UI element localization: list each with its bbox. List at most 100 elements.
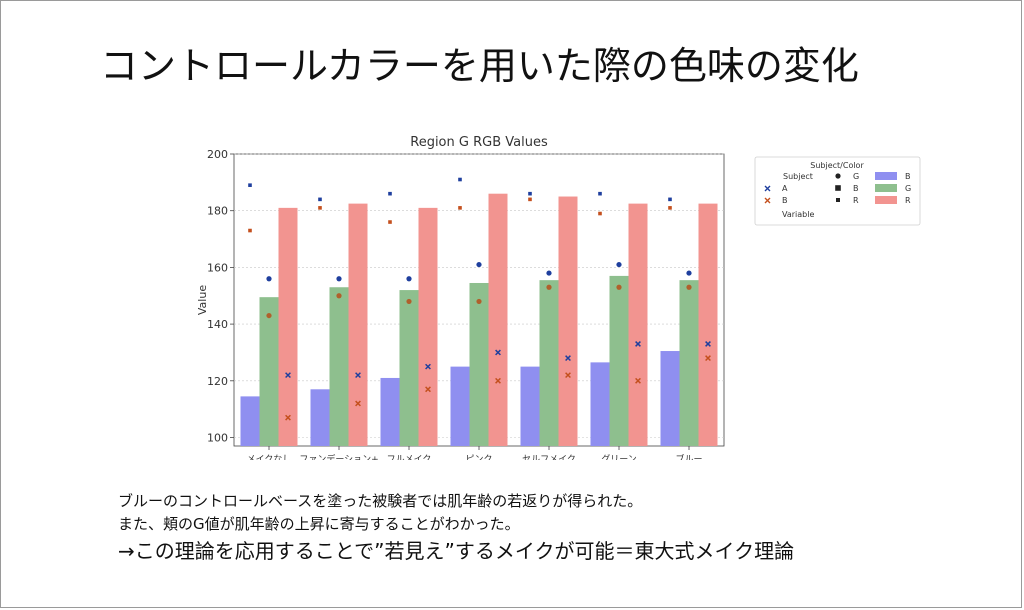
bar-r [628,203,648,446]
bar-r [488,193,508,446]
bar-g [609,275,629,446]
point-a-g [476,261,482,268]
point-a-b [668,197,672,202]
legend-bar-swatch [875,184,897,192]
bar-g [329,287,349,446]
point-a-b [458,177,462,182]
y-axis-label: Value [196,285,209,315]
bar-b [520,366,540,446]
point-a-r [425,363,431,370]
y-tick-label: 120 [207,375,228,388]
x-tick-label: ファンデーション+ [299,453,378,460]
point-b-r [565,372,571,379]
x-tick-label: グリーン [601,453,637,460]
point-b-b [318,206,322,210]
point-b-b [528,197,532,202]
legend-subject-header: Subject [783,172,813,181]
legend-small-square-marker [836,198,840,202]
point-b-g [616,284,622,290]
rgb-bar-chart: 100 120 140 160 180 200 Region G RGB Values Val… [196,135,921,460]
x-tick-label: ブルー [675,453,702,460]
point-b-r [425,386,431,393]
point-b-b [598,211,602,216]
slide-title: コントロールカラーを用いた際の色味の変化 [100,44,859,88]
point-a-r [635,341,641,347]
point-b-g [266,312,272,319]
bar-g [539,280,559,446]
point-b-g [546,284,552,290]
legend-square-marker [835,185,841,191]
legend-marker-label: R [853,196,859,205]
point-a-r [705,341,711,347]
point-a-b [388,191,392,196]
body-text-line-3: →この理論を応用することで”若見え”するメイクが可能＝東大式メイク理論 [118,539,795,563]
point-a-g [546,270,552,276]
point-a-g [406,276,412,282]
point-a-r [355,372,361,379]
point-a-r [565,355,571,362]
legend-x-marker [764,197,771,204]
legend-bar-swatch [875,172,897,180]
chart-title: Region G RGB Values [410,135,548,150]
body-text-line-2: また、頬のG値が肌年齢の上昇に寄与することがわかった。 [118,515,520,533]
point-a-r [495,349,501,356]
legend-marker-label: G [853,172,859,181]
legend-bar-swatch [875,196,897,204]
x-tick-label: フルメイク [387,454,432,460]
bar-b [240,396,260,446]
point-b-b [458,206,462,210]
point-b-r [705,355,711,362]
bar-r [698,203,718,446]
bar-r [558,196,578,446]
bar-b [590,362,610,446]
point-b-r [495,377,501,384]
legend-bar-label: B [905,172,911,181]
bar-r [348,203,368,446]
legend-subject-label: A [782,184,788,193]
bar-g [399,290,419,446]
y-tick-label: 140 [207,318,228,331]
x-tick-label: セルフメイク [522,454,576,460]
body-text-line-1: ブルーのコントロールベースを塗った被験者では肌年齢の若返りが得られた。 [118,492,643,510]
point-b-b [388,220,392,224]
point-b-r [285,414,291,421]
bar-g [259,297,279,446]
bar-g [679,280,699,446]
point-b-g [406,298,412,305]
point-b-g [686,284,692,290]
bar-b [660,351,680,446]
point-a-b [598,191,602,196]
y-tick-label: 160 [207,261,228,274]
point-b-g [476,298,482,305]
point-a-g [336,276,342,282]
legend-bar-label: G [905,184,911,193]
point-b-b [248,228,252,233]
point-b-r [355,400,361,407]
legend-subject-label: B [782,196,788,205]
bar-r [278,207,298,446]
bar-g [469,282,489,446]
bar-b [380,377,400,446]
legend-bar-label: R [905,196,911,205]
legend-circle-marker [835,173,841,179]
point-a-g [686,270,692,276]
point-a-r [285,372,291,379]
point-a-b [248,183,252,187]
legend-marker-label: B [853,184,859,193]
legend-variable-header: Variable [782,210,814,219]
bar-r [418,207,438,446]
y-tick-label: 180 [207,205,228,218]
point-a-b [318,197,322,202]
y-tick-label: 100 [207,431,228,444]
legend-title: Subject/Color [810,161,864,170]
bar-b [310,389,330,446]
bar-b [450,366,470,446]
y-tick-label: 200 [207,148,228,161]
point-b-b [668,206,672,210]
point-b-g [336,293,342,299]
point-a-g [266,276,272,282]
point-a-g [616,261,622,268]
point-b-r [635,377,641,384]
point-a-b [528,191,532,196]
